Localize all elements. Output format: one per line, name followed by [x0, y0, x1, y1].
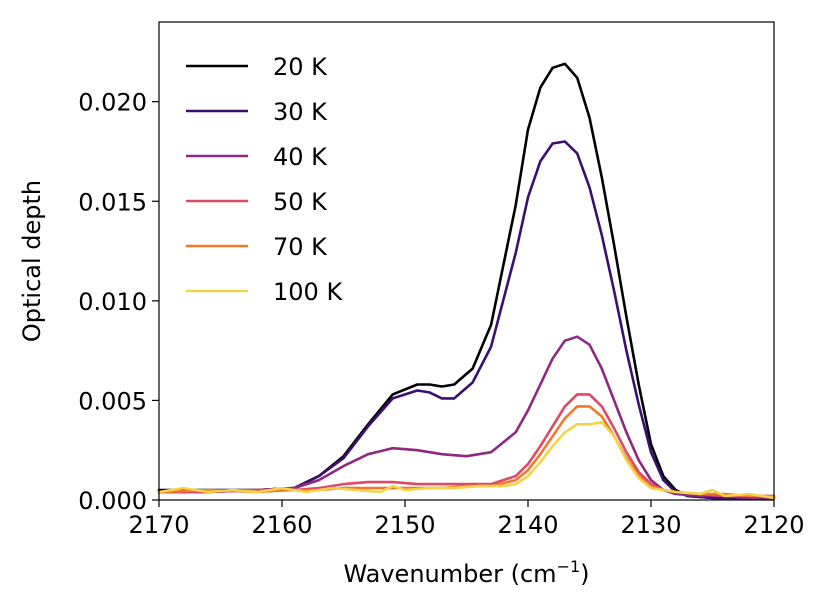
plot-frame — [158, 21, 775, 501]
y-tick-label: 0.015 — [78, 188, 147, 216]
x-tick-label: 2170 — [128, 511, 189, 539]
legend-label: 30 K — [273, 98, 328, 126]
series-line-70k — [157, 405, 776, 498]
y-tick-label: 0.020 — [78, 89, 147, 117]
series-line-30k — [157, 140, 776, 500]
x-tick-label: 2150 — [374, 511, 435, 539]
y-tick-label: 0.010 — [78, 288, 147, 316]
plot-area — [157, 62, 776, 500]
legend-label: 100 K — [273, 278, 343, 306]
legend-label: 40 K — [273, 143, 328, 171]
legend-label: 20 K — [273, 53, 328, 81]
x-axis-title: Wavenumber (cm−1) — [343, 557, 589, 588]
series-line-40k — [157, 335, 776, 500]
x-tick-label: 2120 — [743, 511, 804, 539]
y-tick-label: 0.005 — [78, 387, 147, 415]
y-axis-title: Optical depth — [18, 180, 46, 342]
legend-label: 70 K — [273, 233, 328, 261]
series-line-100k — [157, 420, 776, 500]
x-axis: 2170 2160 2150 2140 2130 2120 — [128, 500, 805, 539]
series-line-50k — [157, 393, 776, 498]
y-axis: 0.000 0.005 0.010 0.015 0.020 — [78, 89, 159, 515]
x-tick-label: 2160 — [251, 511, 312, 539]
y-tick-label: 0.000 — [78, 487, 147, 515]
x-tick-label: 2140 — [497, 511, 558, 539]
legend-label: 50 K — [273, 188, 328, 216]
x-axis-title-main: Wavenumber (cm — [343, 560, 556, 588]
x-axis-title-superscript: −1 — [557, 557, 581, 576]
legend: 20 K 30 K 40 K 50 K 70 K 100 K — [186, 53, 343, 306]
x-tick-label: 2130 — [620, 511, 681, 539]
x-axis-title-close: ) — [580, 560, 589, 588]
series-line-20k — [157, 62, 776, 500]
